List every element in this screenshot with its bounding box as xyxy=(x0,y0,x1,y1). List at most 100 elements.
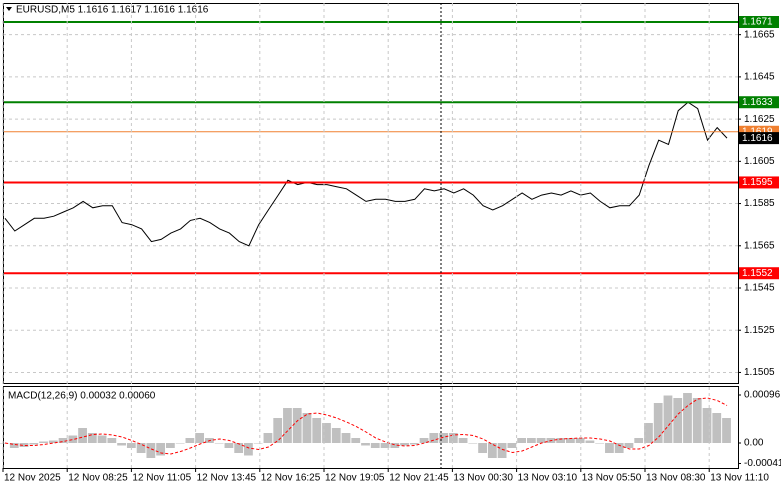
macd-bar xyxy=(566,438,575,443)
macd-bar xyxy=(575,438,585,443)
macd-bar xyxy=(224,443,234,448)
x-tick-label: 13 Nov 05:50 xyxy=(582,473,642,484)
x-tick-label: 12 Nov 13:45 xyxy=(197,473,257,484)
macd-bar xyxy=(322,423,331,443)
macd-bar xyxy=(517,438,527,443)
y-tick-label: 1.1545 xyxy=(744,283,775,294)
macd-bar xyxy=(487,443,497,458)
level-label-box xyxy=(739,125,779,138)
macd-bar xyxy=(39,441,48,443)
macd-bar xyxy=(653,403,663,443)
level-label: 1.1633 xyxy=(742,97,773,108)
macd-bar xyxy=(614,443,624,453)
macd-bar xyxy=(585,440,595,443)
macd-bar xyxy=(556,438,566,443)
macd-bar xyxy=(429,433,439,443)
macd-bar xyxy=(497,443,507,458)
level-label: 1.1552 xyxy=(742,268,773,279)
macd-bar xyxy=(273,418,283,443)
current-price-box xyxy=(739,132,779,145)
macd-bar xyxy=(722,418,731,443)
x-tick-label: 13 Nov 11:10 xyxy=(710,473,769,484)
macd-bar xyxy=(136,443,146,453)
macd-bar xyxy=(361,443,370,446)
macd-bar xyxy=(0,443,9,444)
macd-bar xyxy=(312,418,322,443)
macd-bar xyxy=(351,438,361,443)
macd-bar xyxy=(214,443,224,444)
macd-bar xyxy=(126,443,136,448)
macd-bar xyxy=(156,443,166,456)
macd-bar xyxy=(683,393,692,443)
macd-bar xyxy=(439,433,448,443)
macd-bar xyxy=(97,435,107,443)
macd-bar xyxy=(458,438,468,443)
macd-bar xyxy=(478,443,487,453)
x-tick-label: 12 Nov 2025 xyxy=(4,473,61,484)
level-label-box xyxy=(739,267,779,280)
macd-bar xyxy=(165,443,175,448)
macd-bar xyxy=(87,433,97,443)
macd-bar xyxy=(536,438,546,443)
x-tick-label: 12 Nov 21:45 xyxy=(389,473,449,484)
price-panel xyxy=(3,21,738,373)
y-tick-label: 1.1585 xyxy=(744,198,775,209)
y-tick-label: 1.1525 xyxy=(744,325,775,336)
signal-line xyxy=(4,397,728,455)
macd-bar xyxy=(58,438,68,443)
macd-bar xyxy=(605,443,614,453)
macd-bar xyxy=(331,428,341,443)
macd-bar xyxy=(292,408,302,443)
macd-bar xyxy=(419,438,429,443)
y-tick-label: 1.1605 xyxy=(744,156,775,167)
macd-bar xyxy=(302,413,312,443)
macd-bar xyxy=(380,443,390,448)
price-line xyxy=(4,101,728,247)
macd-bar xyxy=(48,440,58,443)
x-tick-label: 12 Nov 16:25 xyxy=(261,473,321,484)
macd-bar xyxy=(283,408,292,443)
y-tick-label: 1.1565 xyxy=(744,240,775,251)
macd-bar xyxy=(390,443,400,448)
macd-bar xyxy=(78,428,87,443)
macd-bar xyxy=(263,433,273,443)
macd-bar xyxy=(409,443,419,445)
macd-bar xyxy=(29,443,39,445)
collapse-arrow xyxy=(6,7,12,11)
y-tick-label: 0.00 xyxy=(744,438,764,449)
macd-panel xyxy=(0,393,731,458)
y-tick-label: 1.1665 xyxy=(744,29,775,40)
macd-bar xyxy=(9,443,19,448)
y-tick-label: 1.1505 xyxy=(744,367,775,378)
macd-bar xyxy=(107,438,117,443)
macd-bar xyxy=(663,395,673,443)
level-label-box xyxy=(739,96,779,109)
macd-bar xyxy=(253,443,263,444)
macd-bar xyxy=(624,443,634,448)
level-label: 1.1619 xyxy=(742,126,773,137)
macd-bar xyxy=(68,435,78,443)
macd-bar xyxy=(185,438,195,443)
macd-bar xyxy=(244,443,253,456)
x-tick-label: 12 Nov 08:25 xyxy=(68,473,128,484)
macd-bar xyxy=(673,398,683,443)
level-label-box xyxy=(739,16,779,28)
macd-bar xyxy=(400,443,409,446)
level-label-box xyxy=(739,176,779,189)
level-label: 1.1595 xyxy=(742,177,773,188)
macd-bar xyxy=(692,398,702,443)
macd-bar xyxy=(234,443,244,453)
x-tick-label: 12 Nov 11:05 xyxy=(132,473,191,484)
macd-bar xyxy=(595,443,605,444)
macd-bar xyxy=(370,443,380,448)
x-tick-label: 13 Nov 00:30 xyxy=(453,473,513,484)
chart-title: EURUSD,M5 1.1616 1.1617 1.1616 1.1616 xyxy=(16,5,209,16)
macd-bar xyxy=(448,433,458,443)
macd-bar xyxy=(146,443,156,458)
y-tick-label: 1.1625 xyxy=(744,114,775,125)
price-frame xyxy=(3,3,739,384)
macd-bar xyxy=(507,443,517,448)
x-tick-label: 12 Nov 19:05 xyxy=(325,473,385,484)
macd-bar xyxy=(644,423,653,443)
macd-bar xyxy=(175,443,185,444)
